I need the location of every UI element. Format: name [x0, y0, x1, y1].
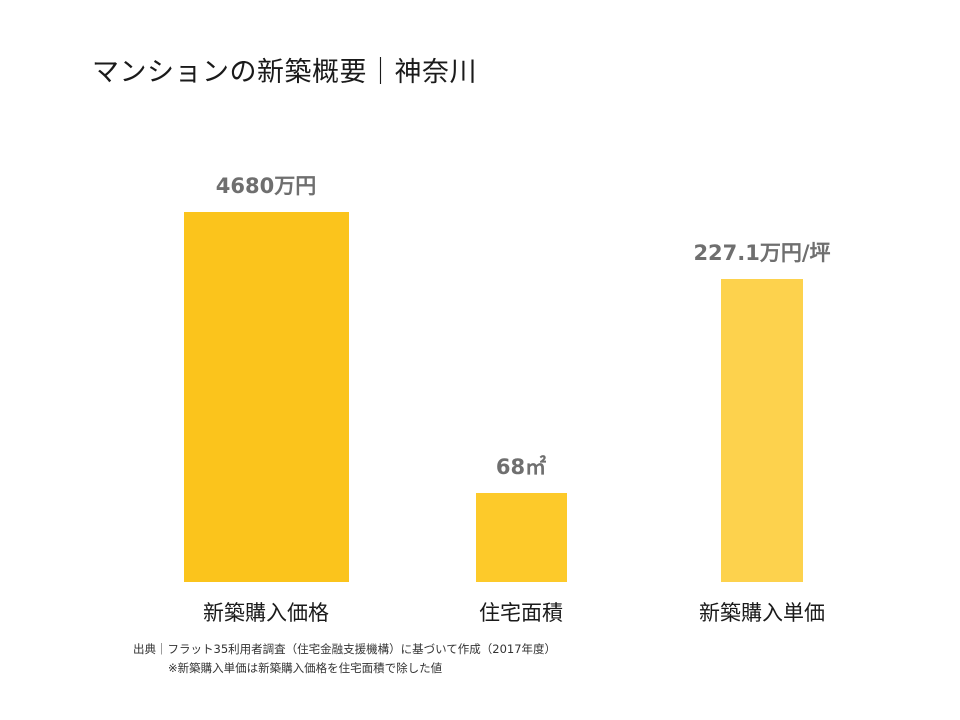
- chart-title: マンションの新築概要｜神奈川: [92, 57, 477, 88]
- source-text: 出典｜フラット35利用者調査（住宅金融支援機構）に基づいて作成（2017年度）: [133, 642, 557, 656]
- category-label-2: 住宅面積: [479, 601, 563, 625]
- footnote-text: ※新築購入単価は新築購入価格を住宅面積で除した値: [168, 661, 443, 675]
- bar-3: [721, 279, 803, 582]
- value-label-2: 68㎡: [495, 455, 547, 479]
- category-label-3: 新築購入単価: [699, 601, 825, 625]
- bar-2: [475, 493, 567, 582]
- value-label-1: 4680万円: [215, 174, 317, 198]
- bar-1: [183, 212, 349, 582]
- value-label-3: 227.1万円/坪: [693, 241, 831, 265]
- category-label-1: 新築購入価格: [203, 601, 329, 625]
